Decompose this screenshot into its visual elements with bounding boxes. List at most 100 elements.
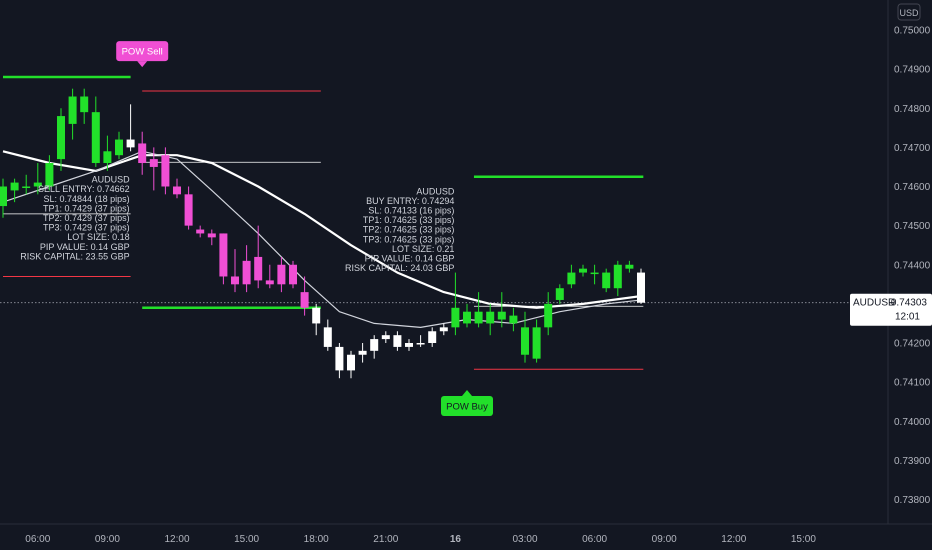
candle-body [428,331,437,343]
time-tick-label: 09:00 [652,534,677,545]
candle-body [509,315,518,324]
currency-button-box[interactable] [897,3,921,21]
current-price-countdown: 12:01 [895,312,920,323]
candle-body [590,272,599,275]
currency-label[interactable]: USD [899,8,919,18]
candle-body [231,276,239,285]
candle-body [300,292,309,308]
candle-body [207,233,216,238]
price-tick-label: 0.74200 [894,339,931,350]
candle-body [126,139,135,148]
price-tick-label: 0.75000 [894,26,931,37]
time-tick-label: 09:00 [95,534,120,545]
candle-body [416,343,425,345]
time-tick-label: 15:00 [791,534,816,545]
candle-body [0,186,7,207]
trade-levels [0,75,888,370]
moving-average-line [2,150,642,328]
price-tick-label: 0.74400 [894,260,931,271]
candle-body [579,268,587,273]
candle-body [381,335,390,340]
moving-average-line [2,150,642,309]
candle-body [393,335,402,347]
candle-body [149,159,158,167]
candle-body [323,327,332,347]
candle-body [80,96,89,113]
info-line: SL: 0.74844 (18 pips) [44,194,130,204]
candle-body [486,311,495,324]
signal-badge-pow-buy[interactable]: POW Buy [441,389,493,416]
info-line: RISK CAPITAL: 24.03 GBP [345,263,454,273]
candle-body [265,280,274,285]
info-line: TP3: 0.74625 (33 pips) [363,234,455,244]
info-line: BUY ENTRY: 0.74294 [366,196,454,206]
time-tick-label: 15:00 [234,534,259,545]
info-line: LOT SIZE: 0.21 [392,244,454,254]
badge-label: POW Sell [122,47,163,58]
candle-body [57,116,65,160]
time-tick-label: 12:00 [164,534,189,545]
candle-body [173,186,181,195]
candle-body [567,272,576,285]
price-tick-label: 0.74000 [894,417,931,428]
price-tick-label: 0.74100 [894,378,931,389]
time-tick-label: 06:00 [25,534,50,545]
info-line: SL: 0.74133 (16 pips) [368,206,454,216]
candle-body [196,229,205,234]
candle-body [242,260,251,285]
candle-body [161,155,170,187]
candle-body [544,303,553,328]
info-line: AUDUSD [92,175,131,185]
signal-badge-pow-sell[interactable]: POW Sell [116,41,169,68]
candle-body [219,233,228,277]
candle-body [103,151,112,164]
candle-body [289,264,297,285]
candle-body [625,264,634,269]
candle-body [637,272,645,303]
candle-body [277,264,286,285]
badge-label: POW Buy [446,401,488,412]
current-price-symbol: AUDUSD [853,298,895,309]
info-line: TP1: 0.7429 (37 pips) [43,203,130,213]
price-tick-label: 0.74800 [894,104,931,115]
candle-body [91,112,100,164]
candle-body [312,307,321,324]
time-tick-label: 21:00 [373,534,398,545]
badge-pointer [137,61,148,68]
info-line: SELL ENTRY: 0.74662 [38,184,130,194]
candle-body [254,256,263,281]
candle-body [451,307,460,328]
info-line: LOT SIZE: 0.18 [67,232,129,242]
candle-body [405,343,413,347]
candle-body [115,139,123,156]
badge-box[interactable] [441,395,493,416]
candle-body [613,264,622,289]
candle-body [10,182,19,191]
signal-badges: POW Sell POW Buy [116,41,493,416]
badge-box[interactable] [116,41,169,62]
candle-body [497,311,506,320]
candle-body [602,272,611,289]
time-tick-label: 18:00 [304,534,329,545]
time-tick-label: 12:00 [721,534,746,545]
candles [0,88,645,379]
candle-body [184,194,193,226]
price-tick-label: 0.73800 [894,495,931,506]
candle-body [33,182,42,187]
candle-body [22,186,31,188]
info-line: AUDUSD [416,186,455,196]
price-tick-label: 0.74900 [894,65,931,76]
candle-body [532,327,541,359]
candle-body [474,311,483,324]
time-tick-label: 06:00 [582,534,607,545]
time-axis[interactable]: 06:00 09:00 12:00 15:00 18:00 21:00 16 03:00 06:… [0,523,932,545]
price-tick-label: 0.74700 [894,143,931,154]
candle-body [555,288,564,300]
currency-button[interactable]: USD [897,3,921,21]
price-axis[interactable]: 0.75000 0.74900 0.74800 0.74700 0.74600 0.745… [887,0,931,524]
candle-body [347,354,355,371]
